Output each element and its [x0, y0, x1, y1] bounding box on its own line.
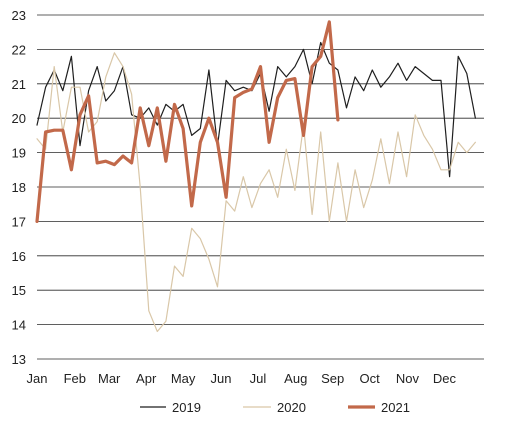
series-lines: [35, 20, 476, 333]
x-tick-label: Nov: [396, 371, 420, 386]
x-tick-label: Oct: [360, 371, 381, 386]
x-tick-label: Dec: [433, 371, 457, 386]
x-tick-label: Apr: [136, 371, 157, 386]
x-tick-label: Jan: [27, 371, 48, 386]
y-tick-label: 19: [12, 146, 26, 161]
x-tick-label: May: [171, 371, 196, 386]
legend-label-2021: 2021: [381, 400, 410, 415]
x-tick-label: Feb: [64, 371, 86, 386]
x-tick-label: Sep: [321, 371, 344, 386]
x-tick-label: Jul: [250, 371, 267, 386]
x-tick-label: Jun: [210, 371, 231, 386]
axes: 13 14 15 16 17 18 19 20 21 22 23 Jan Feb Mar Apr May Jun…: [12, 8, 457, 386]
y-tick-label: 13: [12, 352, 26, 367]
grid-lines: [37, 14, 484, 360]
y-tick-label: 20: [12, 111, 26, 126]
x-tick-label: Aug: [284, 371, 307, 386]
series-line-2021: [35, 20, 340, 223]
y-tick-label: 16: [12, 249, 26, 264]
y-tick-label: 22: [12, 42, 26, 57]
y-tick-label: 23: [12, 8, 26, 23]
legend: 2019 2020 2021: [140, 400, 410, 415]
legend-label-2019: 2019: [172, 400, 201, 415]
y-tick-label: 17: [12, 214, 26, 229]
legend-label-2020: 2020: [277, 400, 306, 415]
y-tick-label: 21: [12, 77, 26, 92]
y-tick-label: 14: [12, 318, 26, 333]
series-line-2020: [36, 52, 476, 333]
y-tick-label: 15: [12, 283, 26, 298]
y-tick-label: 18: [12, 180, 26, 195]
x-tick-label: Mar: [98, 371, 121, 386]
